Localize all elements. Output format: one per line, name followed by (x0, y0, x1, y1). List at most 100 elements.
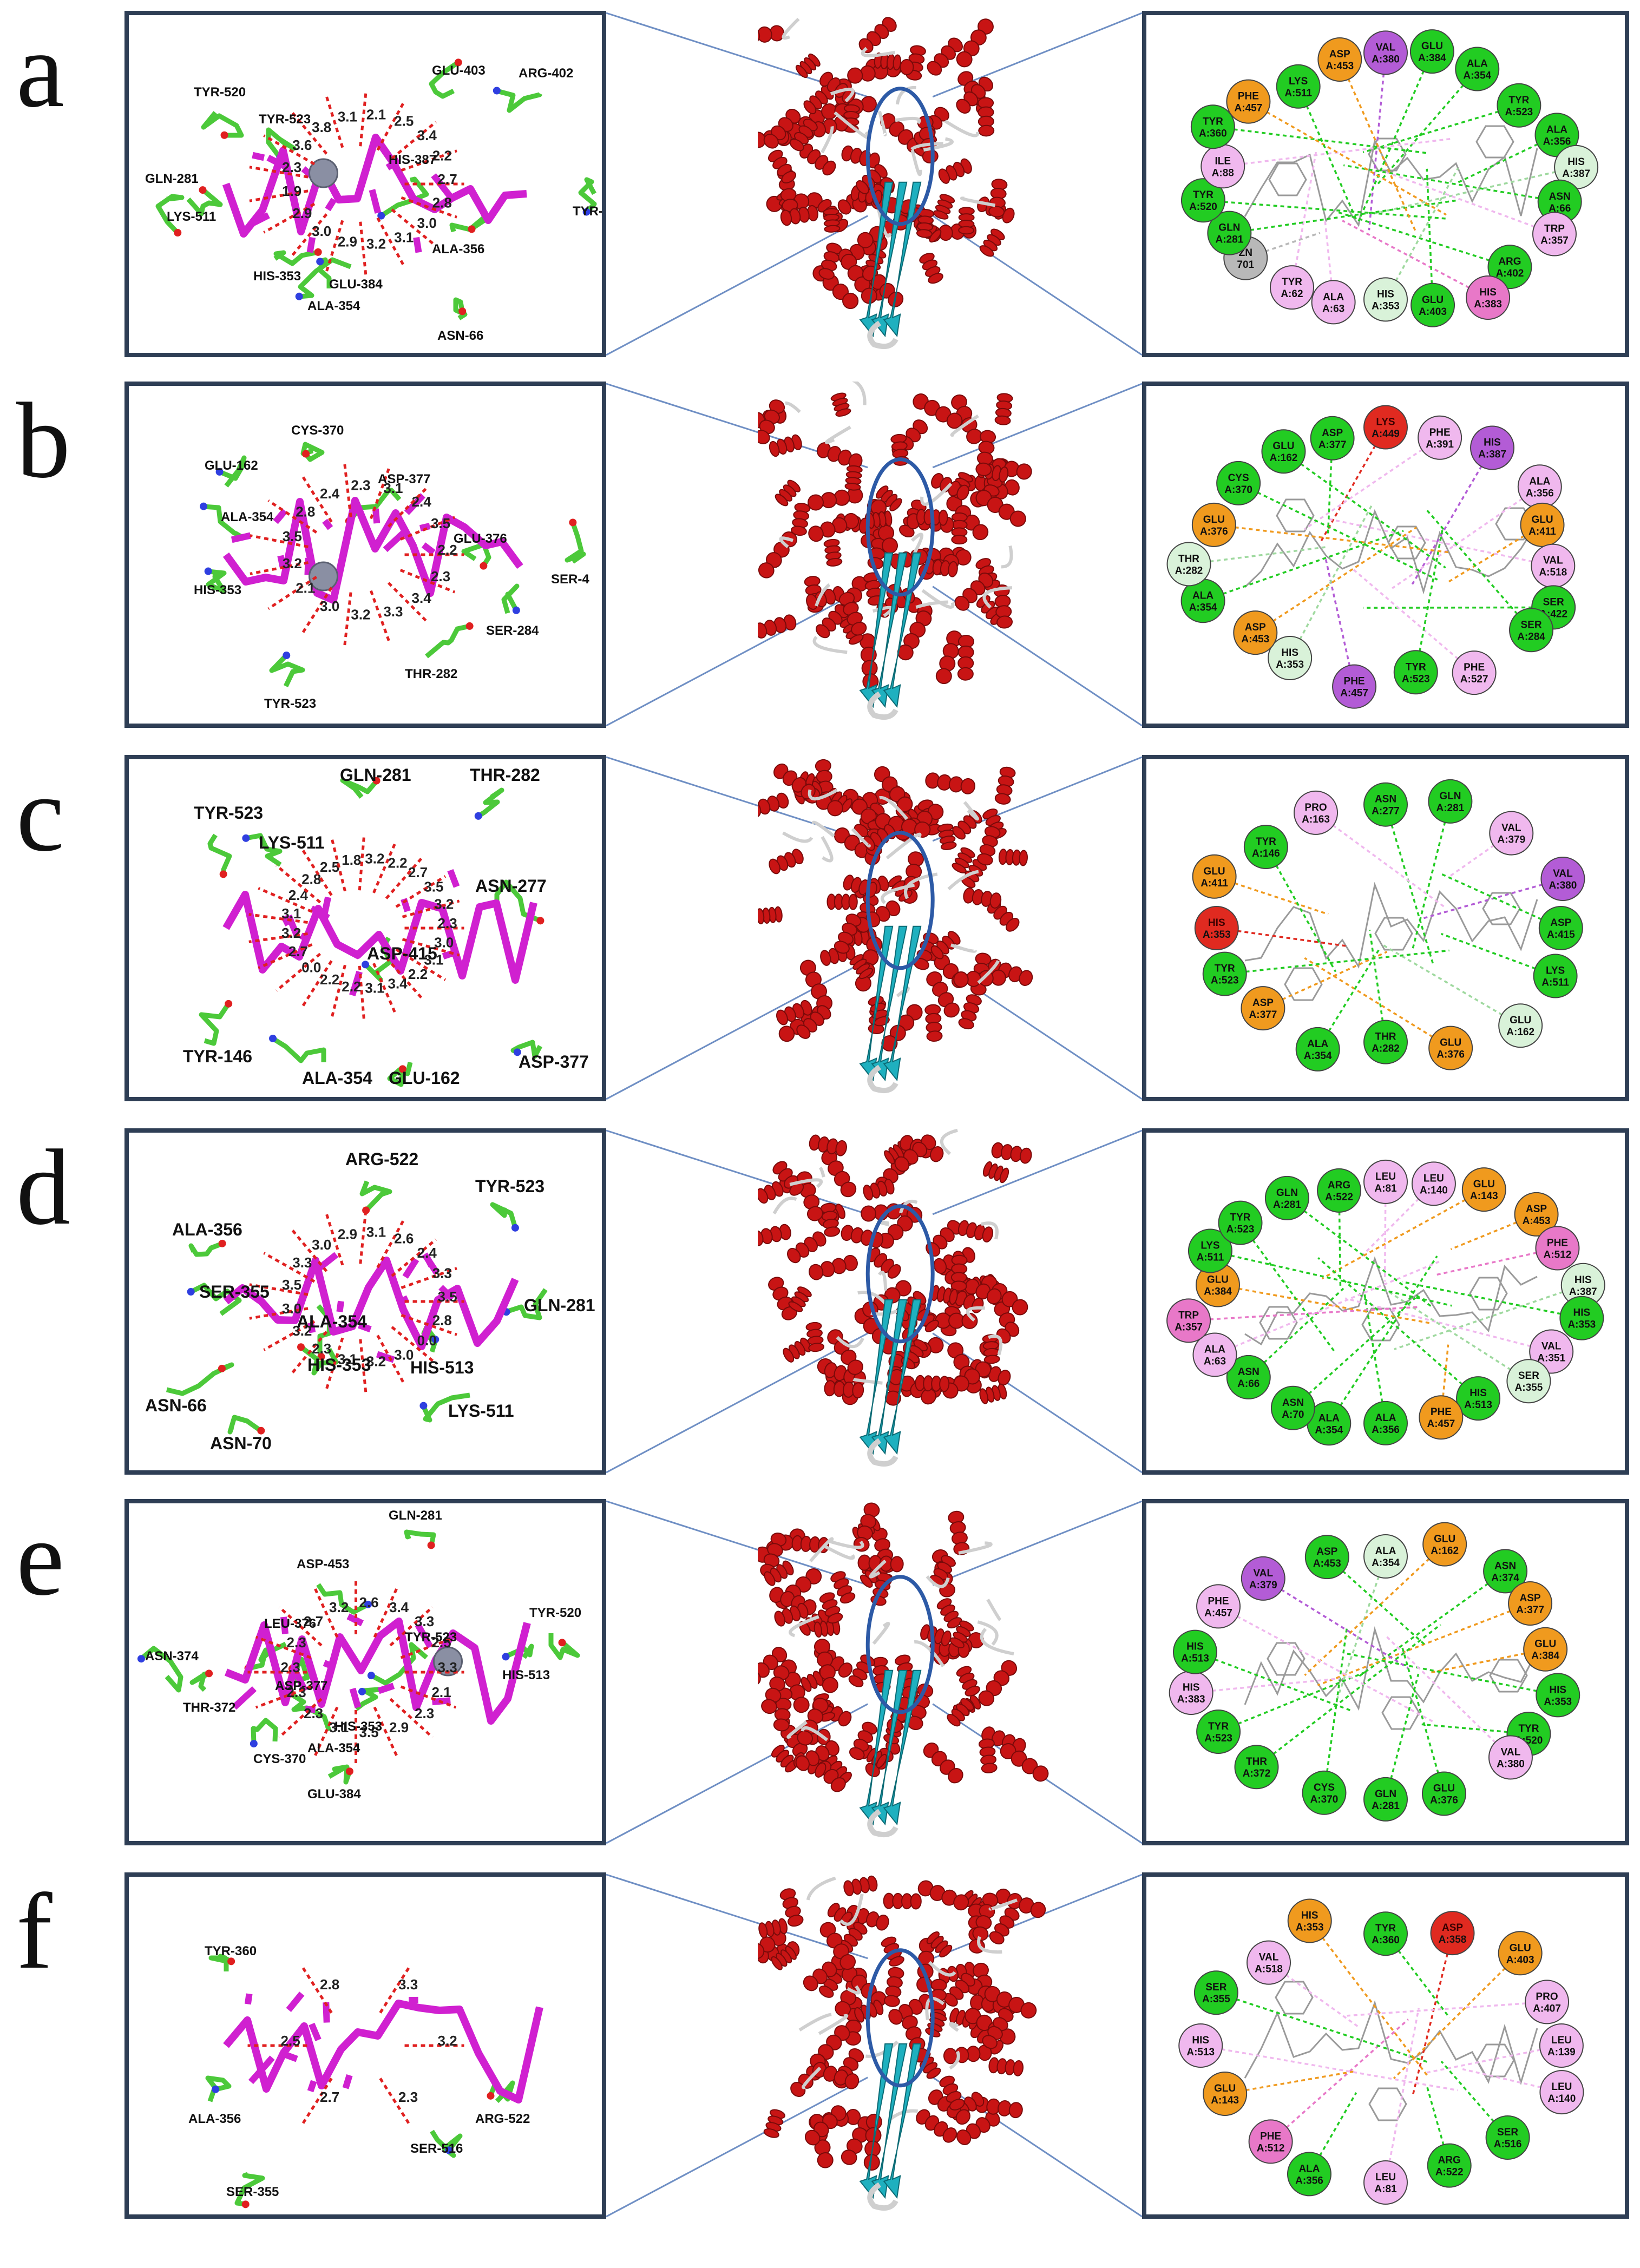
residue-id: A:140 (1420, 1185, 1448, 1196)
hbond-line (249, 1307, 309, 1320)
distance-label: 3.3 (415, 1613, 434, 1629)
interaction-line (1454, 134, 1558, 185)
residue-id: A:162 (1506, 1027, 1534, 1038)
residue-name: TYR (1518, 1723, 1539, 1734)
alpha-helix (799, 959, 833, 1011)
residue-id: A:143 (1470, 1191, 1498, 1202)
alpha-helix (830, 1571, 856, 1604)
distance-label: 2.7 (288, 943, 308, 959)
heteroatom-tip (295, 292, 303, 300)
interaction-line (1394, 1284, 1584, 1350)
residue-name: HIS (1470, 1388, 1487, 1399)
ligand-branch (413, 236, 422, 253)
hbond-line (395, 875, 447, 908)
distance-label: 2.7 (304, 1613, 323, 1629)
aromatic-ring (1495, 507, 1534, 541)
alpha-helix (841, 1225, 883, 1248)
residue-id: A:384 (1531, 1651, 1559, 1662)
residue-name: HIS (1479, 287, 1497, 298)
heteroatom-tip (283, 652, 291, 660)
ligand-branch (358, 1322, 372, 1333)
residue-name: THR (1246, 1756, 1267, 1767)
residue-stick (316, 1583, 370, 1615)
loop (867, 2182, 898, 2211)
zoom-connector-line (606, 1873, 868, 1960)
alpha-helix (952, 847, 975, 873)
hbond-line (391, 1326, 437, 1365)
distance-label: 3.0 (394, 1346, 414, 1363)
hbond-line (325, 95, 344, 148)
hbond-line (267, 499, 318, 534)
loop (966, 1306, 986, 1322)
interaction-line (1347, 2001, 1547, 2017)
residue-id: A:380 (1497, 1759, 1525, 1770)
residue-label: TYR-360 (573, 204, 602, 219)
heteroatom-tip (502, 1653, 510, 1661)
residue-id: A:457 (1340, 688, 1368, 699)
alpha-helix (779, 1888, 804, 1927)
residue-label: LYS-511 (167, 209, 216, 224)
interaction-line (1268, 1962, 1360, 2028)
distance-label: 3.2 (438, 2033, 457, 2049)
alpha-helix (844, 465, 863, 491)
residue-name: LEU (1423, 1173, 1444, 1184)
alpha-helix (769, 849, 804, 875)
heteroatom-tip (358, 1687, 366, 1695)
heteroatom-tip (212, 2085, 220, 2093)
alpha-helix (956, 1666, 980, 1697)
alpha-helix (982, 1161, 1009, 1184)
ligand-branch (232, 1686, 257, 1710)
residue-stick (271, 1036, 326, 1063)
residue-name: ASN (1375, 794, 1396, 805)
ligand-branch (325, 198, 337, 212)
residue-label: TYR-523 (475, 1176, 545, 1196)
residue-stick (208, 1954, 232, 1971)
heteroatom-tip (480, 562, 488, 570)
residue-name: ALA (1467, 58, 1488, 70)
residue-id: A:523 (1505, 107, 1533, 118)
residue-id: A:411 (1201, 878, 1228, 889)
loop (988, 1334, 1003, 1356)
alpha-helix (933, 194, 955, 220)
residue-id: A:354 (1372, 1557, 1400, 1569)
residue-name: THR (1178, 553, 1199, 564)
distance-label: 2.1 (366, 107, 386, 123)
loop (928, 1961, 956, 1977)
residue-name: PHE (1431, 1406, 1452, 1418)
residue-stick (355, 1687, 381, 1711)
residue-name: LYS (1376, 417, 1395, 428)
residue-label: ASP-415 (367, 944, 437, 963)
ligand-branch (438, 1285, 455, 1301)
residue-label: HIS-353 (307, 1355, 371, 1375)
alpha-helix (929, 1555, 956, 1587)
residue-label: THR-372 (183, 1700, 235, 1715)
distance-label: 2.6 (359, 1594, 379, 1610)
alpha-helix (814, 1619, 841, 1638)
residue-name: LYS (1546, 965, 1565, 977)
alpha-helix (982, 1334, 1000, 1364)
residue-id: A:66 (1549, 203, 1571, 214)
distance-label: 3.1 (281, 905, 301, 922)
loop (958, 1541, 993, 1555)
residue-name: ASN (1494, 1560, 1516, 1572)
ligand-branch (277, 555, 286, 568)
loop (867, 1064, 898, 1094)
residue-label: GLU-403 (432, 63, 486, 78)
interaction-line (1447, 832, 1512, 878)
alpha-helix (756, 906, 783, 925)
residue-stick (266, 127, 297, 159)
protein-structure (751, 1128, 1061, 1475)
alpha-helix (953, 969, 1006, 988)
